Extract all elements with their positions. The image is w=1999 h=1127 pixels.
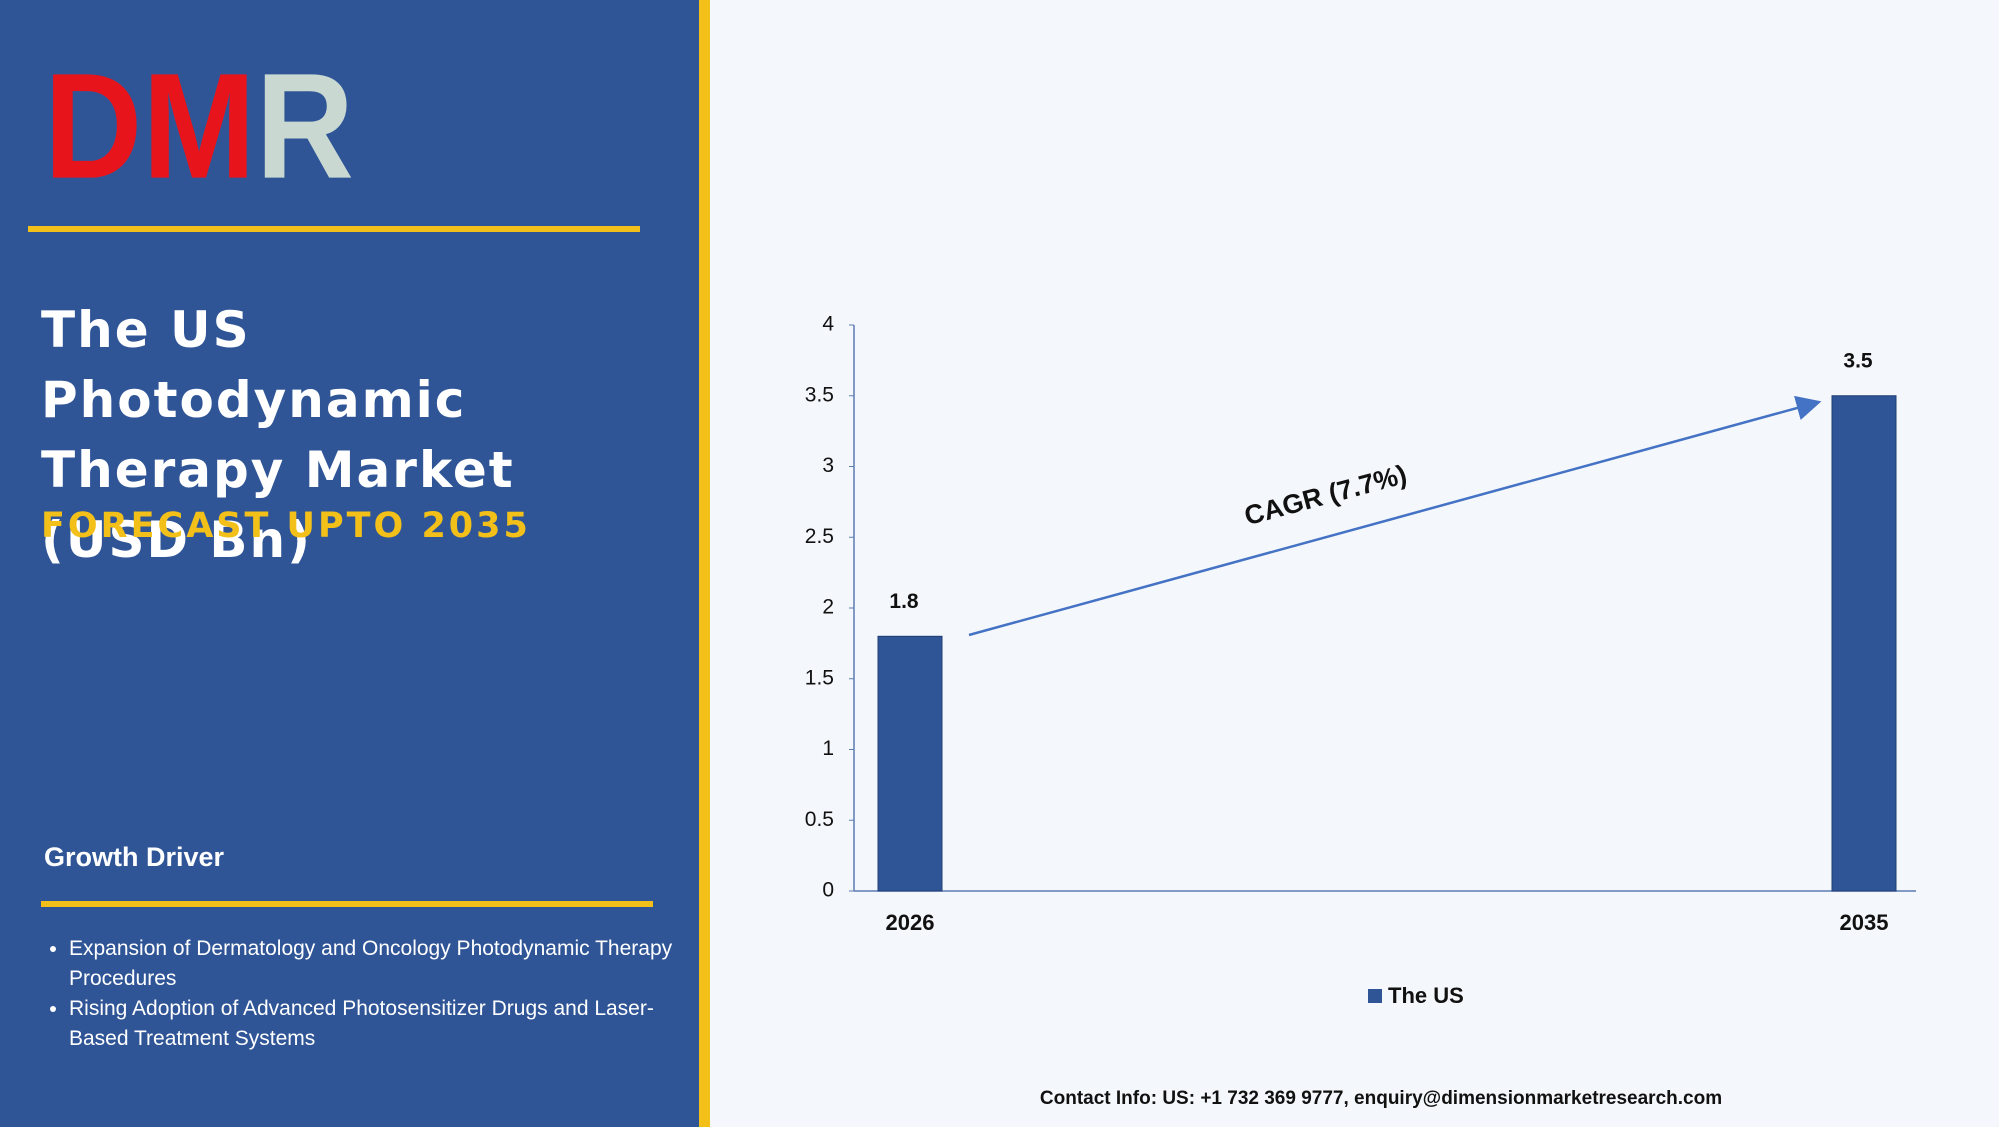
growth-driver-list: Expansion of Dermatology and Oncology Ph… [41, 934, 689, 1054]
contact: Contact Info: US: +1 732 369 9777, enqui… [1040, 1088, 1722, 1109]
x-tick-label: 2035 [1840, 910, 1889, 935]
data-label: 3.5 [1843, 349, 1873, 372]
cagr-arrow [968, 395, 1822, 637]
growth-driver-heading: Growth Driver [44, 842, 225, 872]
y-tick-label: 0.5 [805, 808, 834, 831]
bullet: Expansion of Dermatology and Oncology Ph… [69, 934, 689, 994]
y-tick-label: 2 [822, 596, 834, 619]
y-tick-label: 3 [822, 454, 834, 477]
subtitle: FORECAST UPTO 2035 [41, 506, 531, 546]
y-tick-label: 2.5 [805, 525, 834, 548]
y-tick-label: 1 [822, 737, 834, 760]
y-tick-label: 4 [822, 313, 834, 336]
accent-stripe [699, 0, 710, 1127]
legend-swatch [1368, 989, 1382, 1003]
y-tick-label: 0 [822, 879, 834, 902]
data-label: 1.8 [889, 590, 919, 613]
bar [877, 635, 943, 892]
bar [1831, 395, 1897, 892]
title: The US Photodynamic Therapy Market (USD … [41, 301, 515, 569]
x-tick-label: 2026 [886, 910, 935, 935]
legend-label: The US [1388, 983, 1464, 1008]
y-tick-label: 1.5 [805, 666, 834, 689]
divider [41, 901, 653, 907]
side-panel [0, 0, 699, 1127]
logo: DMR [44, 42, 354, 210]
divider [28, 226, 640, 232]
y-tick-label: 3.5 [805, 383, 834, 406]
bullet: Rising Adoption of Advanced Photosensiti… [69, 994, 689, 1054]
